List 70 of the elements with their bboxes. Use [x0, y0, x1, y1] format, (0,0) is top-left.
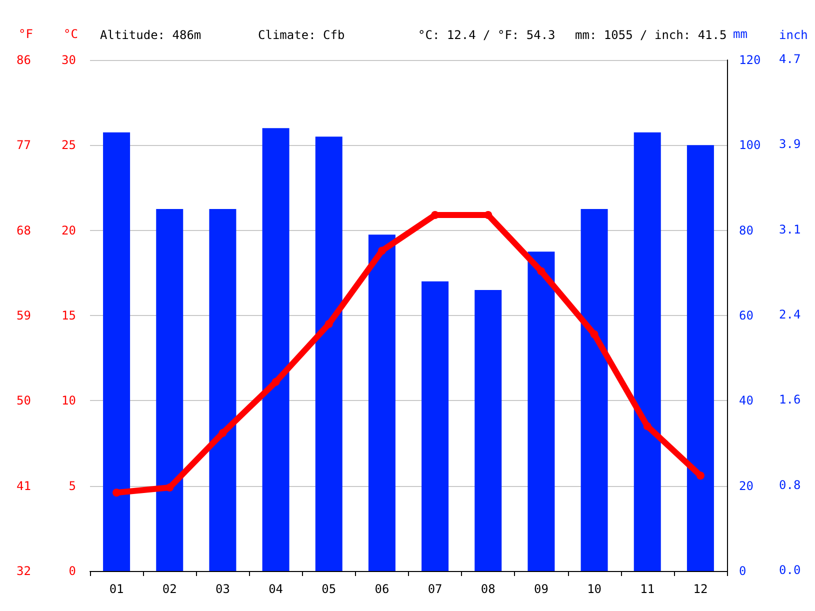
bar — [103, 132, 130, 571]
y3-tick-label: 0 — [739, 564, 746, 578]
point — [378, 246, 386, 255]
point — [112, 488, 121, 497]
text: 0.8 — [779, 478, 801, 492]
bar — [580, 209, 608, 571]
bar — [634, 132, 661, 571]
y2-axis-title: °F — [18, 27, 33, 41]
text: 3.9 — [779, 137, 801, 152]
x-tick-label: 08 — [480, 582, 496, 596]
y-tick-label: 5 — [68, 478, 76, 493]
y3-tick-label: 80 — [739, 223, 754, 238]
bar — [315, 136, 342, 571]
point — [537, 267, 546, 276]
point — [590, 330, 598, 338]
y-tick-label: 15 — [62, 308, 76, 322]
x-tick-label: 09 — [534, 582, 548, 596]
y-tick-label: 10 — [62, 394, 76, 408]
x-tick-label: 12 — [693, 582, 708, 596]
text: Climate: Cfb — [258, 28, 345, 42]
y3-tick-label: 20 — [739, 478, 754, 493]
y2-tick-label: 32 — [16, 564, 31, 578]
text: 2.4 — [779, 308, 801, 322]
bar — [422, 281, 449, 571]
bar — [528, 252, 555, 571]
y-axis-title: °C — [64, 27, 78, 41]
x-tick-label: 02 — [162, 582, 177, 596]
text: °C: 12.4 / °F: 54.3 — [418, 28, 556, 42]
x-tick-label: 10 — [587, 582, 602, 596]
x-tick-label: 04 — [268, 582, 284, 596]
y3-axis-title: mm — [733, 27, 748, 41]
bar — [686, 145, 714, 571]
point — [218, 429, 227, 438]
x-tick-label: 11 — [640, 582, 655, 596]
bar — [368, 234, 396, 571]
text: 1.6 — [779, 392, 801, 407]
y3-tick-label: 100 — [739, 138, 761, 152]
point — [166, 484, 174, 492]
y2-tick-label: 50 — [16, 394, 31, 408]
text: 4.7 — [779, 52, 801, 66]
x-tick-label: 07 — [428, 582, 442, 596]
text: mm: 1055 / inch: 41.5 — [575, 28, 727, 42]
y-tick-label: 30 — [62, 53, 76, 67]
y2-tick-label: 41 — [16, 478, 31, 493]
y-tick-label: 0 — [68, 564, 76, 578]
x-tick-label: 05 — [322, 582, 336, 596]
bar — [209, 209, 236, 571]
y-tick-label: 25 — [62, 138, 76, 152]
point — [696, 472, 704, 480]
point — [643, 422, 652, 430]
bar — [156, 209, 184, 571]
y3-tick-label: 40 — [739, 394, 754, 408]
y3-tick-label: 120 — [739, 53, 761, 67]
x-tick-label: 01 — [109, 582, 124, 596]
x-tick-label: 03 — [215, 582, 230, 596]
bar — [474, 290, 502, 571]
x-tick-label: 06 — [374, 582, 390, 596]
bar — [262, 128, 290, 571]
y3-tick-label: 60 — [739, 308, 754, 322]
y2-tick-label: 68 — [16, 223, 31, 238]
text: Altitude: 486m — [100, 28, 202, 42]
y2-tick-label: 59 — [16, 308, 31, 322]
point — [324, 320, 333, 328]
y-tick-label: 20 — [62, 223, 76, 238]
text: 0.0 — [779, 563, 801, 577]
text: inch — [779, 28, 808, 42]
y2-tick-label: 86 — [16, 53, 31, 67]
text: 3.1 — [779, 222, 801, 236]
point — [272, 378, 280, 386]
y2-tick-label: 77 — [16, 138, 31, 152]
